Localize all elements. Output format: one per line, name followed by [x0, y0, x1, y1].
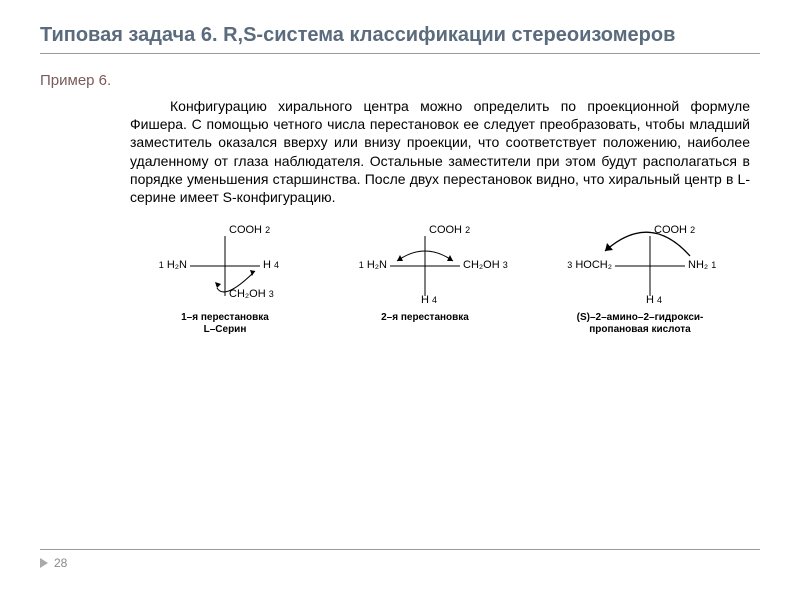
s2-caption: 2–я перестановка: [355, 312, 495, 324]
s3-right: NH₂ 1: [688, 259, 716, 271]
s2-right: CH₂OH 3: [463, 259, 508, 271]
structure-3: COOH 2 3 HOCH₂ NH₂ 1 H 4 (S)–2–амино–2–г…: [555, 226, 725, 336]
rule-bottom: [40, 549, 760, 550]
s1-top: COOH 2: [229, 224, 270, 236]
s1-right: H 4: [263, 259, 279, 271]
structure-1: COOH 2 1 H₂N H 4 CH₂OH 3 1–я перестановк…: [155, 226, 295, 336]
chemistry-row: COOH 2 1 H₂N H 4 CH₂OH 3 1–я перестановк…: [130, 226, 750, 336]
s2-bottom: H 4: [421, 294, 437, 306]
arrow-icon: [40, 558, 48, 568]
structure-2: COOH 2 1 H₂N CH₂OH 3 H 4 2–я перестановк…: [355, 226, 495, 324]
s1-caption: 1–я перестановка L–Серин: [155, 312, 295, 336]
footer: 28: [40, 549, 760, 570]
rule-top: [40, 53, 760, 54]
body-paragraph: Конфигурацию хирального центра можно опр…: [130, 97, 750, 206]
s2-top: COOH 2: [429, 224, 470, 236]
page-number: 28: [54, 556, 67, 570]
s3-bottom: H 4: [646, 294, 662, 306]
s1-bottom: CH₂OH 3: [229, 288, 274, 300]
s3-left: 3 HOCH₂: [567, 259, 612, 271]
s1-left: 1 H₂N: [159, 259, 187, 271]
page-number-row: 28: [40, 556, 760, 570]
s3-top: COOH 2: [654, 224, 695, 236]
example-label: Пример 6.: [40, 72, 760, 89]
s3-caption: (S)–2–амино–2–гидрокси- пропановая кисло…: [555, 312, 725, 336]
page-title: Типовая задача 6. R,S-система классифика…: [40, 24, 760, 47]
s2-left: 1 H₂N: [359, 259, 387, 271]
